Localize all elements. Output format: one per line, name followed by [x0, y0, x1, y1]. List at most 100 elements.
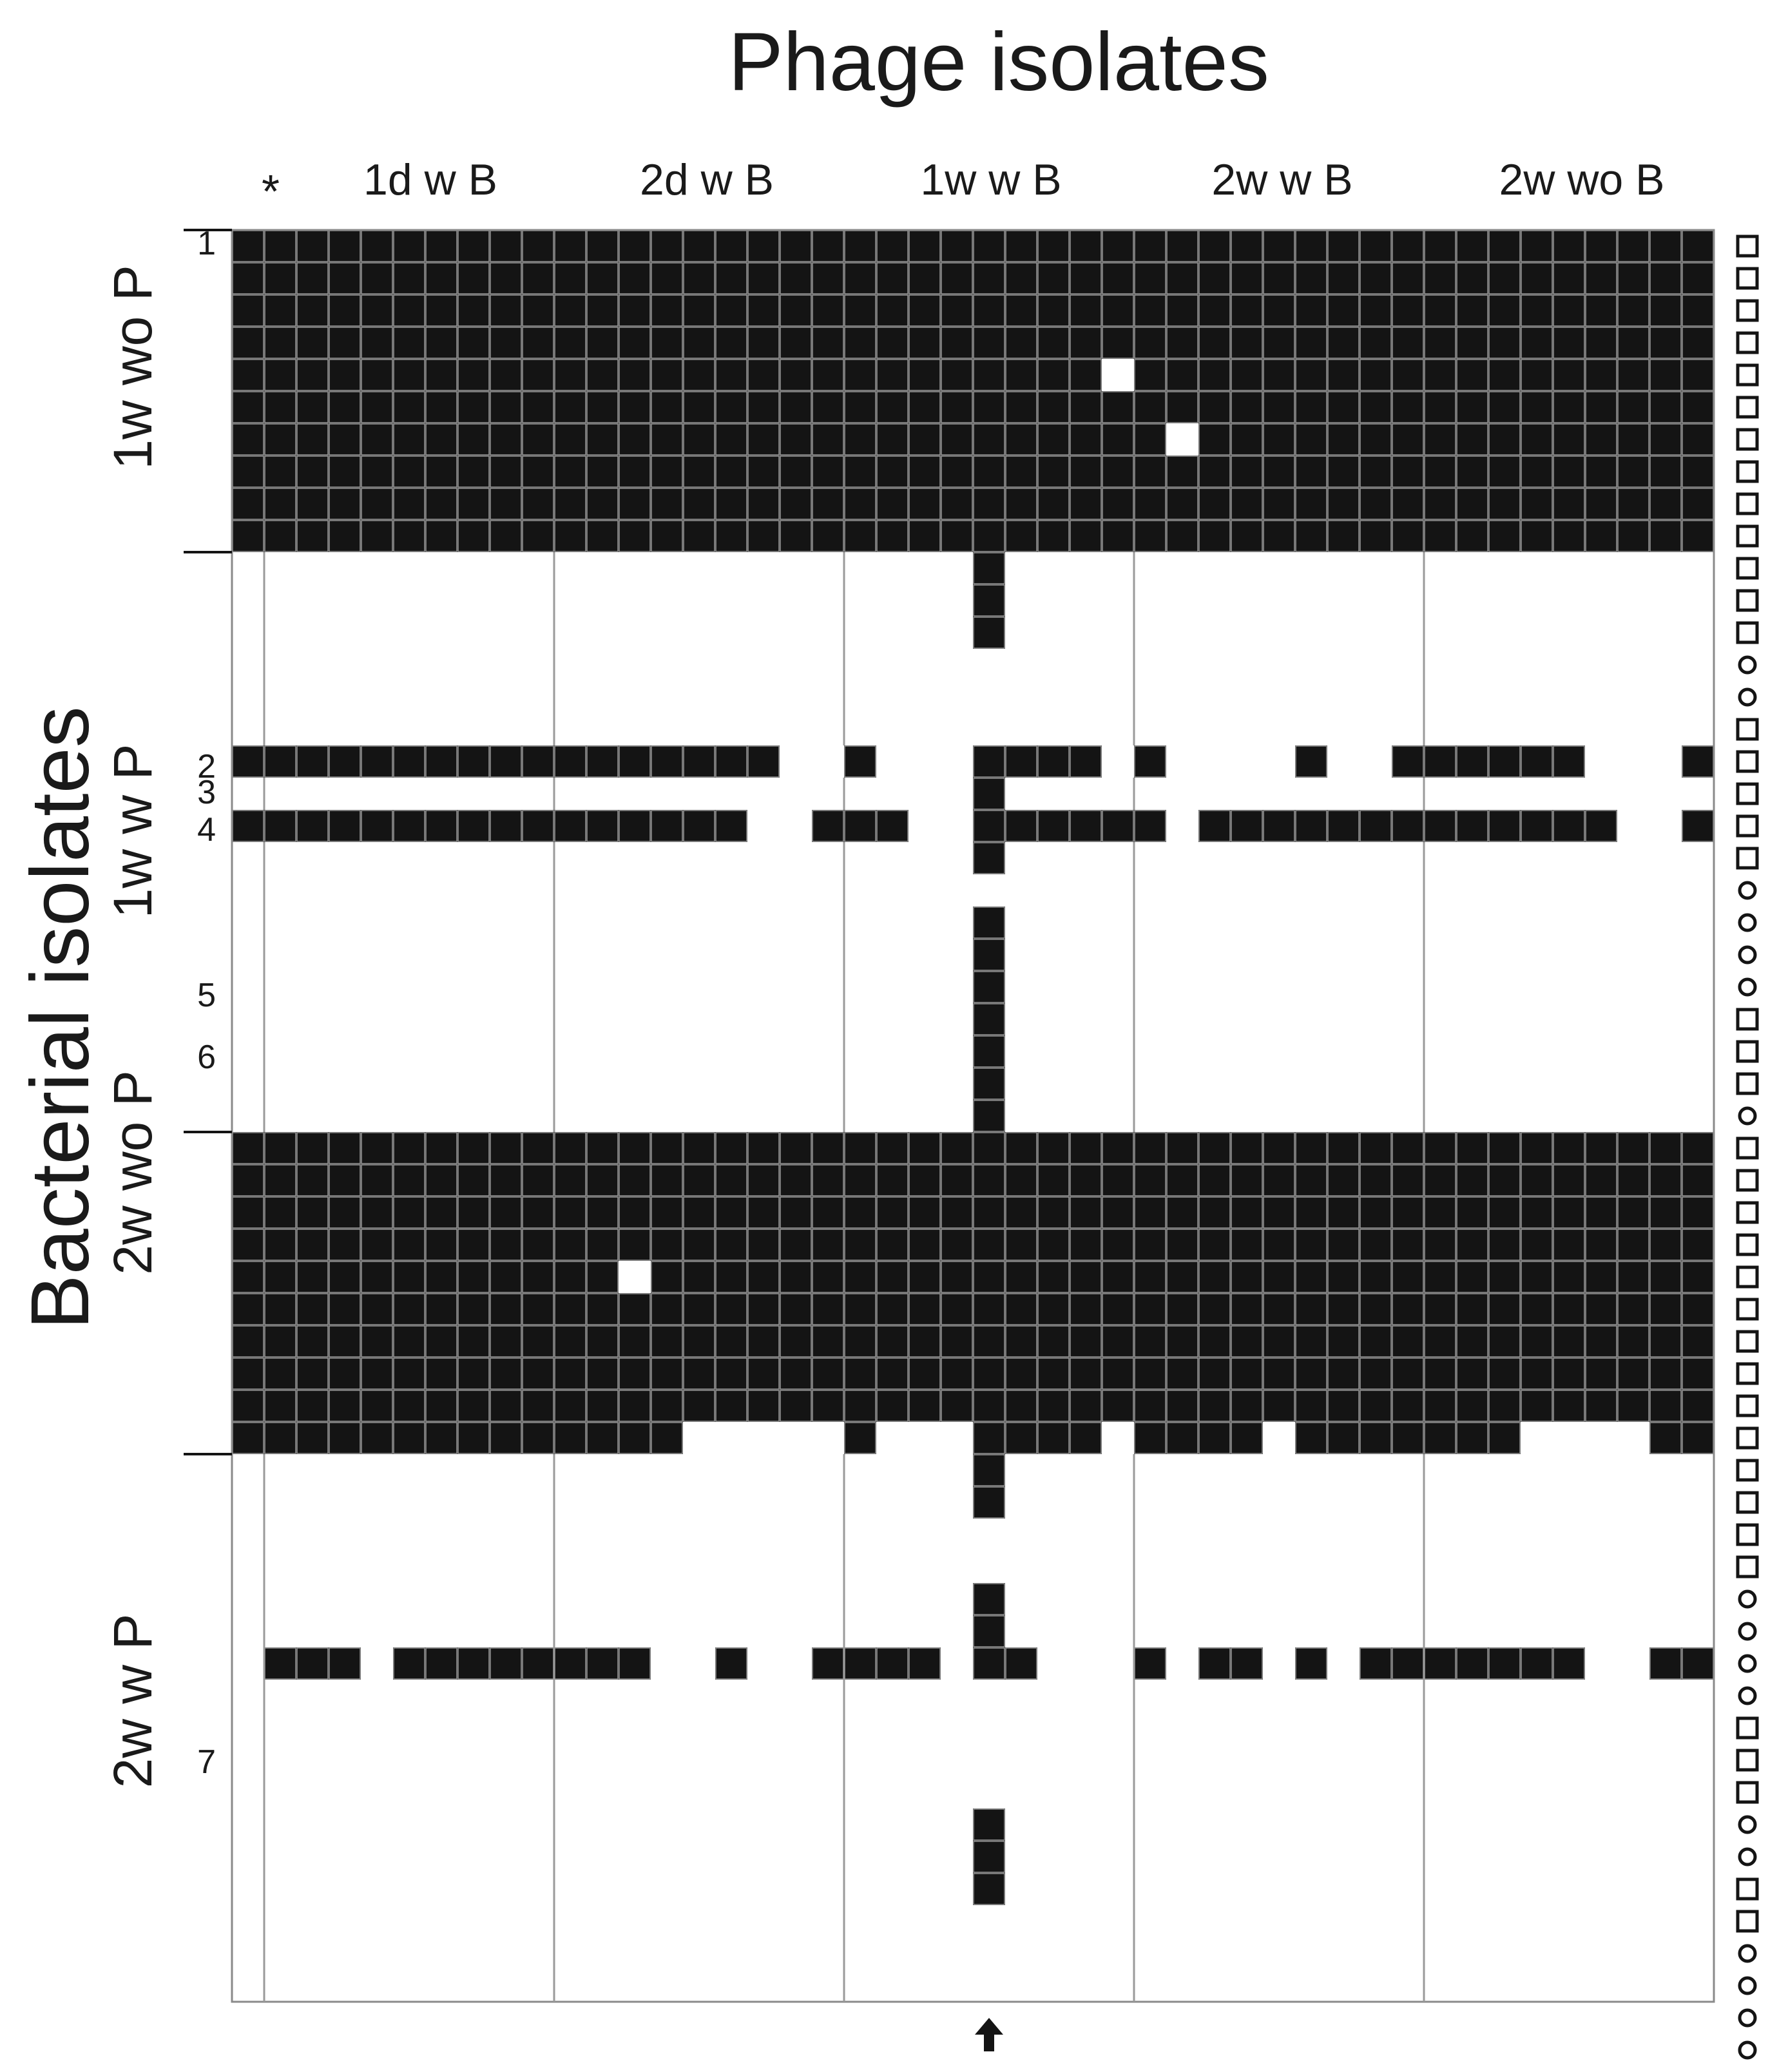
infected-cell-r9-c9: [522, 520, 554, 552]
cell-outline-r34-c11: [586, 1325, 619, 1357]
cell-outline-r1-c34: [1327, 262, 1360, 294]
infected-cell-r32-c18: [812, 1261, 844, 1293]
infected-cell-r31-c24: [1005, 1229, 1037, 1261]
infected-cell-r32-c23: [973, 1261, 1005, 1293]
cell-outline-r6-c41: [1553, 423, 1585, 456]
cell-outline-r7-c32: [1263, 456, 1295, 488]
infected-cell-r7-c42: [1585, 456, 1617, 488]
infected-cell-r31-c29: [1166, 1229, 1198, 1261]
cell-outline-r2-c23: [973, 294, 1005, 327]
infected-cell-r8-c2: [296, 488, 329, 520]
cell-outline-r36-c21: [908, 1390, 941, 1422]
cell-outline-r7-c10: [554, 456, 586, 488]
cell-outline-r36-c42: [1585, 1390, 1617, 1422]
cell-outline-r2-c3: [329, 294, 361, 327]
infected-cell-r2-c0: [232, 294, 264, 327]
cell-outline-r7-c5: [393, 456, 425, 488]
cell-outline-r34-c33: [1295, 1325, 1327, 1357]
cell-outline-r8-c12: [619, 488, 651, 520]
infected-cell-r36-c25: [1037, 1390, 1070, 1422]
infected-cell-r1-c11: [586, 262, 619, 294]
cell-outline-r9-c3: [329, 520, 361, 552]
infected-cell-r16-c11: [586, 745, 619, 778]
cell-outline-r28-c15: [715, 1132, 747, 1164]
cell-outline-r33-c14: [683, 1293, 715, 1325]
infected-cell-r33-c37: [1424, 1293, 1456, 1325]
infected-cell-r29-c27: [1102, 1164, 1134, 1196]
cell-outline-r4-c37: [1424, 359, 1456, 391]
cell-outline-r36-c3: [329, 1390, 361, 1422]
cell-outline-r1-c41: [1553, 262, 1585, 294]
cell-outline-r18-c33: [1295, 810, 1327, 842]
column-group-label-3: 1w w B: [920, 155, 1061, 204]
row-group-label-2: 2w wo P: [102, 1070, 163, 1274]
cell-outline-r30-c6: [425, 1196, 457, 1229]
cell-outline-r7-c34: [1327, 456, 1360, 488]
cell-outline-r3-c43: [1617, 327, 1649, 359]
cell-outline-r30-c1: [264, 1196, 296, 1229]
infected-cell-r8-c0: [232, 488, 264, 520]
infected-cell-r32-c14: [683, 1261, 715, 1293]
cell-outline-r34-c15: [715, 1325, 747, 1357]
cell-outline-r28-c8: [490, 1132, 522, 1164]
infected-cell-r44-c20: [876, 1647, 908, 1680]
cell-outline-r9-c8: [490, 520, 522, 552]
infected-cell-r29-c4: [361, 1164, 393, 1196]
cell-outline-r31-c8: [490, 1229, 522, 1261]
cell-outline-r31-c40: [1521, 1229, 1553, 1261]
infected-cell-r28-c12: [619, 1132, 651, 1164]
row-marker-square: [1736, 621, 1759, 644]
infected-cell-r5-c39: [1488, 391, 1521, 423]
cell-outline-r5-c24: [1005, 391, 1037, 423]
infected-cell-r9-c23: [973, 520, 1005, 552]
infected-cell-r28-c6: [425, 1132, 457, 1164]
cell-outline-r36-c32: [1263, 1390, 1295, 1422]
infected-cell-r44-c10: [554, 1647, 586, 1680]
matrix-cells: [232, 230, 1714, 1905]
infected-cell-r5-c45: [1682, 391, 1714, 423]
infected-cell-r34-c23: [973, 1325, 1005, 1357]
cell-outline-r30-c21: [908, 1196, 941, 1229]
infected-cell-r30-c15: [715, 1196, 747, 1229]
infected-cell-r0-c16: [747, 230, 780, 262]
infected-cell-r30-c36: [1392, 1196, 1424, 1229]
infected-cell-r35-c20: [876, 1357, 908, 1390]
cell-outline-r36-c29: [1166, 1390, 1198, 1422]
cell-outline-r7-c35: [1360, 456, 1392, 488]
cell-outline-r6-c33: [1295, 423, 1327, 456]
infected-cell-r0-c13: [651, 230, 683, 262]
infected-cell-r7-c34: [1327, 456, 1360, 488]
infected-cell-r28-c10: [554, 1132, 586, 1164]
infected-cell-r28-c34: [1327, 1132, 1360, 1164]
infected-cell-r7-c8: [490, 456, 522, 488]
infected-cell-r1-c0: [232, 262, 264, 294]
cell-outline-r2-c29: [1166, 294, 1198, 327]
infected-cell-r33-c24: [1005, 1293, 1037, 1325]
cell-outline-r36-c15: [715, 1390, 747, 1422]
infected-cell-r36-c26: [1070, 1390, 1102, 1422]
infected-cell-r0-c20: [876, 230, 908, 262]
infected-cell-r31-c11: [586, 1229, 619, 1261]
infected-cell-r4-c15: [715, 359, 747, 391]
cell-outline-r34-c12: [619, 1325, 651, 1357]
infected-cell-r2-c30: [1198, 294, 1231, 327]
infected-cell-r6-c21: [908, 423, 941, 456]
row-marker-square: [1736, 331, 1759, 354]
infected-cell-r0-c29: [1166, 230, 1198, 262]
cell-outline-r1-c5: [393, 262, 425, 294]
infected-cell-r9-c44: [1649, 520, 1682, 552]
cell-outline-r28-c28: [1134, 1132, 1166, 1164]
infected-cell-r29-c32: [1263, 1164, 1295, 1196]
cell-outline-r31-c23: [973, 1229, 1005, 1261]
infected-cell-r32-c11: [586, 1261, 619, 1293]
cell-outline-r35-c36: [1392, 1357, 1424, 1390]
cell-outline-r27-c23: [973, 1100, 1005, 1132]
cell-outline-r3-c16: [747, 327, 780, 359]
infected-cell-r34-c36: [1392, 1325, 1424, 1357]
cell-outline-r1-c21: [908, 262, 941, 294]
infected-cell-r9-c4: [361, 520, 393, 552]
infected-cell-r34-c29: [1166, 1325, 1198, 1357]
infected-cell-r5-c5: [393, 391, 425, 423]
infected-cell-r36-c8: [490, 1390, 522, 1422]
cell-outline-r7-c15: [715, 456, 747, 488]
